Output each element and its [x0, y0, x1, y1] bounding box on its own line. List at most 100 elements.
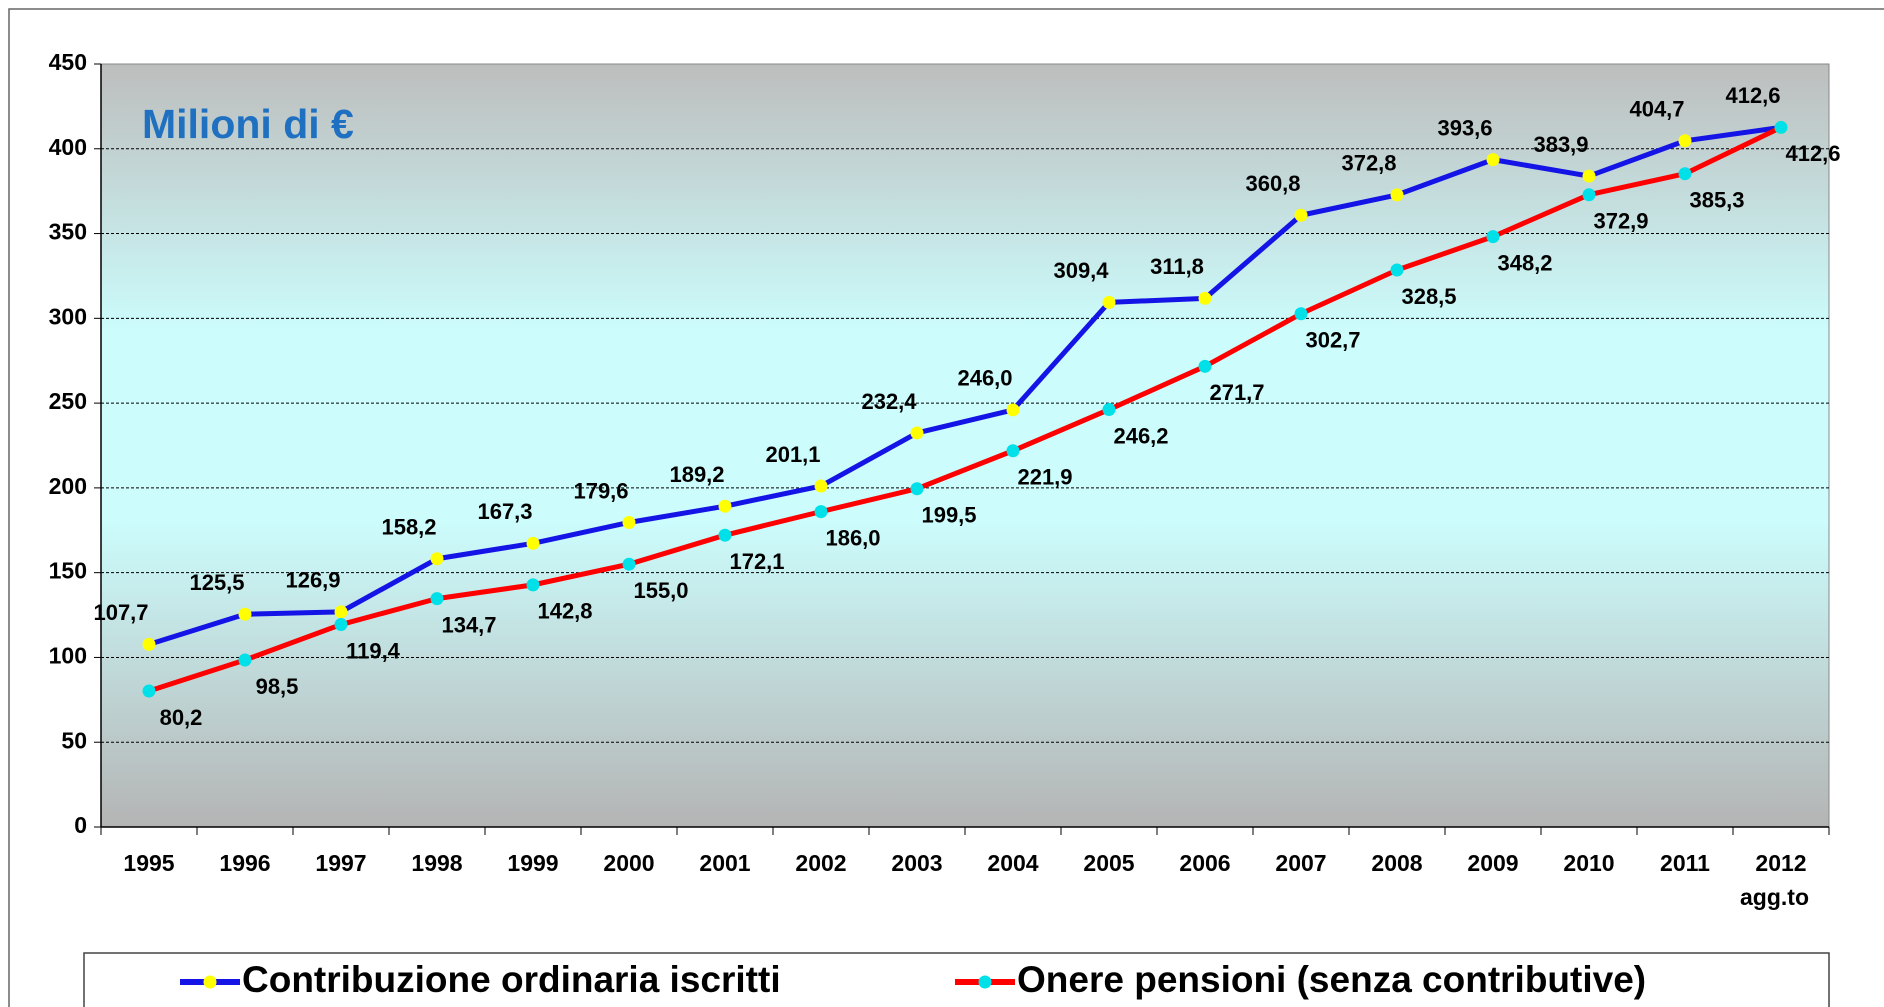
data-label: 246,0: [957, 366, 1012, 391]
y-tick-label: 350: [49, 219, 87, 245]
marker: [718, 499, 732, 513]
marker: [1198, 359, 1212, 373]
y-tick-label: 0: [74, 812, 87, 838]
data-label: 189,2: [669, 462, 724, 487]
data-label: 372,8: [1341, 151, 1396, 176]
marker: [238, 653, 252, 667]
data-label: 311,8: [1150, 254, 1204, 279]
data-label: 372,9: [1593, 209, 1648, 234]
marker: [1102, 403, 1116, 417]
marker: [430, 552, 444, 566]
marker: [1774, 120, 1788, 134]
marker: [1294, 307, 1308, 321]
data-label: 385,3: [1689, 188, 1744, 213]
marker: [1486, 153, 1500, 167]
data-label: 107,7: [93, 600, 148, 625]
legend-label: Contribuzione ordinaria iscritti: [242, 959, 781, 1000]
data-label: 126,9: [285, 568, 340, 593]
data-label: 271,7: [1209, 380, 1264, 405]
marker: [1390, 188, 1404, 202]
x-tick-label: 2011: [1660, 850, 1710, 876]
marker: [1582, 169, 1596, 183]
data-label: 134,7: [441, 612, 496, 637]
x-tick-label: 1997: [315, 850, 366, 876]
marker: [526, 536, 540, 550]
x-tick-label: 2002: [795, 850, 846, 876]
marker: [1582, 188, 1596, 202]
y-tick-label: 450: [49, 49, 87, 75]
legend-marker: [203, 975, 217, 989]
marker: [1390, 263, 1404, 277]
marker: [718, 528, 732, 542]
legend-label: Onere pensioni (senza contributive): [1017, 959, 1646, 1000]
x-tick-label: 2009: [1467, 850, 1518, 876]
marker: [1486, 230, 1500, 244]
data-label: 155,0: [633, 578, 688, 603]
marker: [1006, 403, 1020, 417]
data-label: 221,9: [1017, 465, 1072, 490]
data-label: 142,8: [537, 599, 592, 624]
x-tick-label: 2000: [603, 850, 654, 876]
data-label: 412,6: [1725, 83, 1780, 108]
marker: [814, 479, 828, 493]
x-tick-label: 2010: [1563, 850, 1614, 876]
data-label: 360,8: [1245, 171, 1300, 196]
marker: [1198, 291, 1212, 305]
marker: [910, 482, 924, 496]
marker: [526, 578, 540, 592]
x-tick-label: 2003: [891, 850, 942, 876]
x-tick-label: 2007: [1275, 850, 1326, 876]
data-label: 158,2: [381, 515, 436, 540]
data-label: 246,2: [1113, 423, 1168, 448]
x-tick-label: 1999: [507, 850, 558, 876]
y-tick-label: 300: [49, 303, 87, 329]
data-label: 119,4: [346, 638, 401, 663]
marker: [1678, 167, 1692, 181]
data-label: 393,6: [1437, 115, 1492, 140]
marker: [1102, 295, 1116, 309]
data-label: 186,0: [825, 525, 880, 550]
marker: [430, 592, 444, 606]
data-label: 179,6: [573, 478, 628, 503]
x-tick-label: 1996: [219, 850, 270, 876]
marker: [1006, 444, 1020, 458]
y-tick-label: 200: [49, 473, 87, 499]
data-label: 309,4: [1053, 258, 1109, 283]
data-label: 167,3: [477, 499, 532, 524]
marker: [142, 637, 156, 651]
data-label: 98,5: [256, 674, 299, 699]
x-tick-label: 2004: [987, 850, 1038, 876]
marker: [238, 607, 252, 621]
data-label: 383,9: [1533, 132, 1588, 157]
x-tick-label: 2005: [1083, 850, 1134, 876]
marker: [1294, 208, 1308, 222]
marker: [622, 557, 636, 571]
legend-marker: [978, 975, 992, 989]
data-label: 404,7: [1629, 97, 1684, 122]
marker: [1678, 134, 1692, 148]
series-line: [148, 125, 1783, 694]
annotation: Milioni di €: [142, 101, 354, 147]
y-tick-label: 150: [49, 558, 87, 584]
data-label: 201,1: [765, 442, 820, 467]
plot-area: [100, 63, 1830, 828]
marker: [334, 605, 348, 619]
x-tick-label: 1995: [123, 850, 174, 876]
x-tick-label: 2012 agg.to: [1740, 850, 1809, 910]
data-label: 302,7: [1305, 328, 1360, 353]
marker: [622, 515, 636, 529]
marker: [142, 684, 156, 698]
data-label: 125,5: [189, 570, 244, 595]
y-tick-label: 250: [49, 388, 87, 414]
y-tick-label: 400: [49, 134, 87, 160]
x-tick-label: 2006: [1179, 850, 1230, 876]
data-label: 412,6: [1785, 141, 1840, 166]
series-line: [148, 124, 1782, 647]
data-label: 199,5: [921, 503, 976, 528]
data-label: 328,5: [1401, 284, 1456, 309]
y-tick-label: 100: [49, 643, 87, 669]
frame: [8, 8, 1884, 1007]
y-tick-label: 50: [61, 727, 87, 753]
x-tick-label: 1998: [411, 850, 462, 876]
